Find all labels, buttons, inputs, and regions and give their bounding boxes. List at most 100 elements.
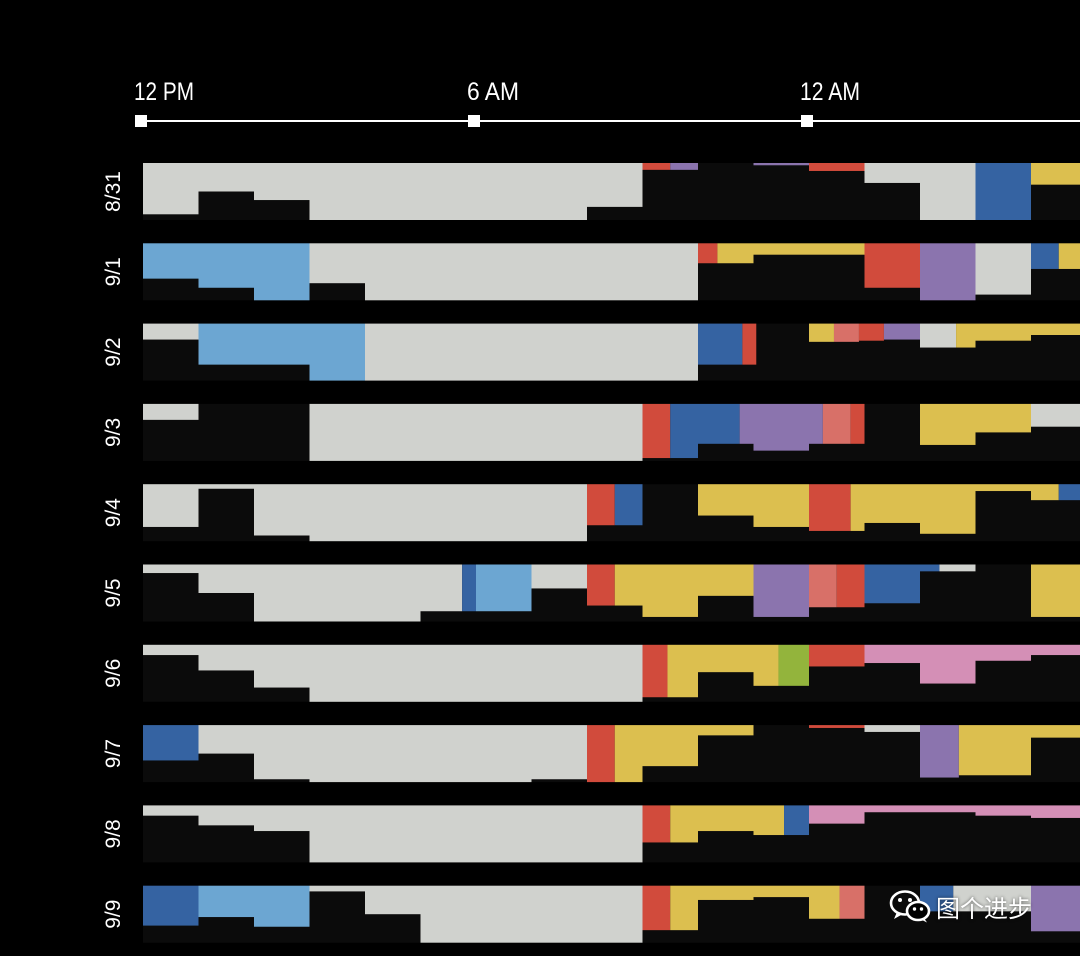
activity-segment-pink: [920, 644, 976, 684]
activity-segment-red: [836, 564, 865, 608]
activity-segment-yellow: [642, 725, 698, 767]
activity-segment-dark-blue: [1058, 484, 1080, 501]
activity-segment-dark-blue: [975, 163, 1031, 220]
activity-segment-salmon: [839, 885, 865, 919]
activity-segment-rest: [198, 564, 254, 593]
axis-tick-label: 6 AM: [467, 78, 519, 106]
activity-segment-yellow: [1031, 725, 1080, 738]
activity-segment-red: [858, 323, 884, 341]
activity-segment-light-blue: [309, 323, 365, 381]
activity-segment-yellow: [975, 323, 1031, 341]
activity-segment-rest: [143, 323, 199, 340]
activity-segment-red: [809, 725, 865, 728]
activity-segment-salmon: [833, 323, 859, 342]
activity-segment-pink: [864, 805, 976, 813]
activity-segment-dark-blue: [143, 885, 199, 926]
axis-tick-marker: [801, 115, 813, 127]
activity-segment-yellow: [614, 725, 643, 783]
activity-segment-rest: [198, 644, 254, 671]
activity-segment-yellow: [753, 885, 809, 898]
activity-segment-dark-blue: [670, 403, 698, 459]
activity-segment-rest: [143, 484, 199, 527]
activity-segment-light-blue: [254, 243, 310, 301]
activity-segment-purple: [753, 564, 809, 617]
activity-segment-dark-blue: [462, 564, 476, 612]
activity-segment-light-blue: [254, 885, 310, 927]
activity-segment-rest: [920, 163, 976, 220]
activity-segment-yellow: [1031, 564, 1080, 617]
activity-segment-pink: [1031, 805, 1080, 818]
activity-segment-dark-blue: [698, 403, 740, 444]
activity-segment-rest: [420, 564, 463, 612]
watermark-text: 图个进步: [936, 894, 1032, 923]
activity-segment-salmon: [809, 564, 837, 608]
activity-segment-rest: [309, 885, 365, 892]
activity-segment-rest: [420, 885, 643, 943]
activity-segment-rest: [309, 725, 532, 783]
activity-segment-yellow: [753, 484, 809, 527]
activity-segment-rest: [309, 163, 587, 220]
activity-segment-rest: [254, 163, 310, 201]
activity-segment-yellow: [850, 484, 865, 531]
activity-segment-rest: [143, 644, 199, 656]
activity-segment-rest: [1031, 403, 1080, 427]
activity-segment-green: [778, 644, 809, 686]
activity-segment-purple: [753, 403, 809, 451]
activity-segment-purple: [809, 403, 823, 444]
activity-segment-yellow: [698, 805, 754, 832]
activity-segment-rest: [254, 725, 310, 780]
activity-segment-salmon: [822, 403, 851, 444]
activity-segment-yellow: [864, 484, 920, 523]
day-label: 9/8: [102, 819, 125, 848]
activity-segment-purple: [1031, 885, 1080, 932]
activity-segment-rest: [365, 243, 698, 301]
activity-segment-purple: [670, 163, 698, 170]
activity-segment-rest: [365, 885, 421, 915]
activity-segment-red: [587, 484, 615, 526]
watermark: 图个进步: [888, 888, 1032, 924]
activity-segment-light-blue: [198, 243, 254, 288]
activity-segment-rest: [864, 163, 920, 183]
activity-segment-rest: [143, 564, 199, 574]
activity-segment-rest: [309, 403, 643, 461]
activity-segment-yellow: [642, 564, 698, 617]
activity-segment-rest: [920, 323, 957, 348]
activity-segment-rest: [254, 805, 310, 832]
activity-segment-light-blue: [198, 885, 254, 918]
activity-segment-rest: [143, 163, 199, 215]
activity-segment-yellow: [956, 323, 976, 348]
activity-segment-rest: [531, 725, 587, 780]
activity-segment-pink: [809, 805, 865, 824]
axis-tick-marker: [468, 115, 480, 127]
activity-segment-rest: [143, 403, 199, 420]
activity-segment-yellow: [1031, 323, 1080, 335]
activity-segment-red: [642, 163, 671, 170]
activity-segment-yellow: [717, 243, 754, 264]
activity-segment-dark-blue: [920, 564, 940, 572]
activity-segment-rest: [939, 564, 976, 572]
activity-segment-rest: [309, 644, 643, 702]
activity-segment-rest: [198, 805, 254, 826]
axis-tick-label: 12 AM: [800, 78, 860, 106]
activity-segment-pink: [975, 805, 1031, 816]
activity-segment-yellow: [698, 725, 754, 736]
activity-segment-rest: [254, 564, 421, 622]
activity-segment-rest: [198, 163, 254, 192]
activity-segment-yellow: [698, 885, 754, 900]
activity-segment-red: [642, 403, 671, 459]
activity-segment-pink: [864, 644, 920, 664]
activity-segment-light-blue: [476, 564, 532, 612]
activity-segment-light-blue: [198, 323, 310, 365]
activity-segment-yellow: [1031, 163, 1080, 185]
activity-segment-yellow: [670, 885, 698, 931]
activity-segment-yellow: [809, 885, 840, 919]
activity-segment-red: [642, 885, 671, 931]
activity-segment-dark-blue: [143, 725, 199, 761]
activity-segment-rest: [365, 323, 698, 381]
activity-segment-yellow: [809, 323, 834, 342]
activity-segment-rest: [198, 725, 254, 754]
day-label: 9/3: [102, 418, 125, 447]
activity-segment-rest: [864, 725, 920, 732]
activity-segment-red: [698, 243, 718, 264]
